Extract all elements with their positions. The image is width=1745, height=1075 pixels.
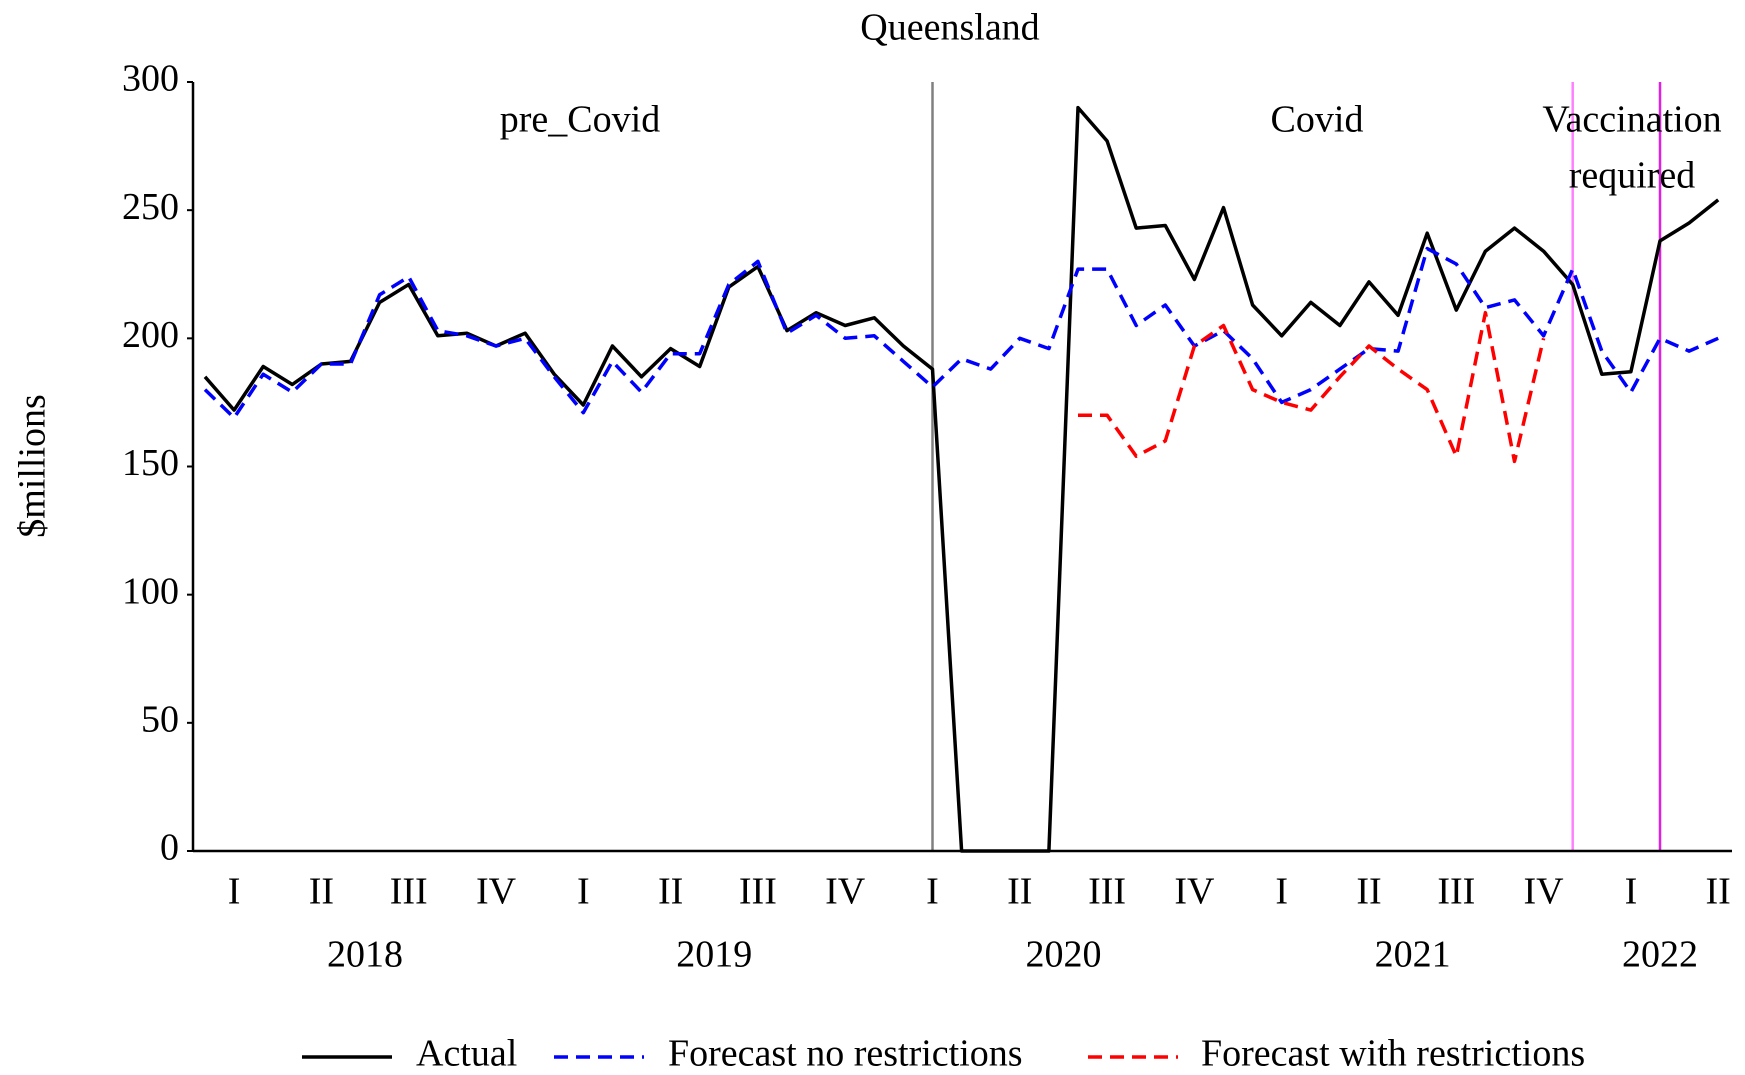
x-tick-label: I xyxy=(926,871,939,913)
x-tick-label: II xyxy=(1706,871,1731,913)
year-label: 2022 xyxy=(1622,934,1698,976)
y-tick-label: 150 xyxy=(122,442,179,484)
year-label: 2019 xyxy=(676,934,752,976)
x-tick-label: IV xyxy=(1524,871,1565,913)
annotation: Vaccination xyxy=(1542,99,1721,141)
y-tick-label: 0 xyxy=(160,827,179,869)
x-tick-label: III xyxy=(1437,871,1475,913)
x-tick-label: I xyxy=(228,871,241,913)
legend-label: Actual xyxy=(416,1033,517,1075)
x-tick-label: IV xyxy=(1174,871,1215,913)
x-tick-label: II xyxy=(1007,871,1032,913)
y-axis-label: $millions xyxy=(12,394,54,538)
legend-label: Forecast with restrictions xyxy=(1201,1033,1585,1075)
y-tick-label: 100 xyxy=(122,570,179,612)
x-tick-label: III xyxy=(1088,871,1126,913)
x-tick-label: II xyxy=(658,871,683,913)
annotation: Covid xyxy=(1271,99,1364,141)
x-tick-label: IV xyxy=(476,871,517,913)
x-tick-label: II xyxy=(309,871,334,913)
series-line xyxy=(203,246,1719,420)
x-tick-label: I xyxy=(1275,871,1288,913)
annotation: required xyxy=(1569,155,1696,197)
x-tick-label: III xyxy=(739,871,777,913)
x-tick-label: II xyxy=(1356,871,1381,913)
year-label: 2018 xyxy=(327,934,403,976)
annotation: pre_Covid xyxy=(500,99,660,141)
year-label: 2021 xyxy=(1375,934,1451,976)
chart-title: Queensland xyxy=(860,7,1039,49)
y-tick-label: 250 xyxy=(122,186,179,228)
series-line xyxy=(1078,310,1546,464)
y-tick-label: 50 xyxy=(141,699,179,741)
legend-label: Forecast no restrictions xyxy=(668,1033,1023,1075)
x-tick-label: I xyxy=(1625,871,1638,913)
series-line xyxy=(203,105,1720,853)
year-label: 2020 xyxy=(1025,934,1101,976)
y-tick-label: 200 xyxy=(122,314,179,356)
x-tick-label: III xyxy=(390,871,428,913)
y-tick-label: 300 xyxy=(122,58,179,100)
x-tick-label: I xyxy=(577,871,590,913)
x-tick-label: IV xyxy=(825,871,866,913)
